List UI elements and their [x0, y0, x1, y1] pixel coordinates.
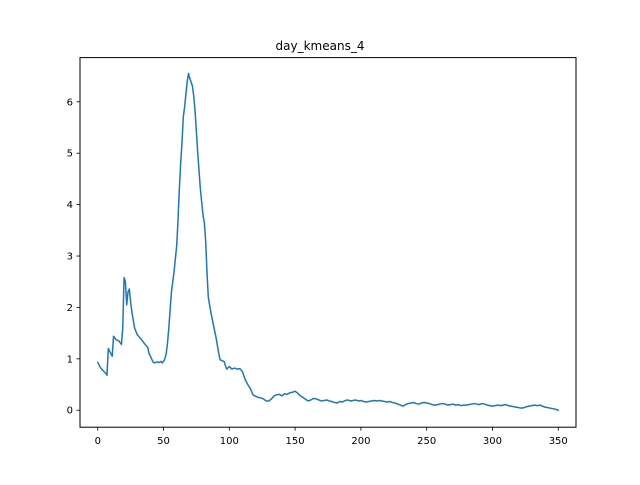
x-tick-label: 150	[286, 436, 305, 447]
x-tick-label: 0	[95, 436, 101, 447]
x-tick-label: 200	[351, 436, 370, 447]
series-layer	[97, 72, 559, 411]
series-line	[97, 72, 559, 411]
y-tick-label: 0	[67, 406, 73, 417]
y-tick-label: 4	[67, 200, 73, 211]
x-axis: 0 50 100 150 200 250 300 350	[95, 427, 568, 447]
y-tick-label: 5	[67, 149, 73, 160]
x-tick-label: 350	[549, 436, 568, 447]
y-tick-label: 6	[67, 97, 73, 108]
y-axis: 0 1 2 3 4 5 6	[67, 97, 80, 417]
x-tick-label: 300	[483, 436, 502, 447]
y-tick-label: 3	[67, 252, 73, 263]
x-tick-label: 50	[157, 436, 170, 447]
x-tick-label: 100	[220, 436, 239, 447]
y-tick-label: 2	[67, 303, 73, 314]
plot-frame	[79, 57, 577, 428]
x-tick-label: 250	[417, 436, 436, 447]
y-tick-label: 1	[67, 354, 73, 365]
chart-title: day_kmeans_4	[276, 39, 365, 53]
